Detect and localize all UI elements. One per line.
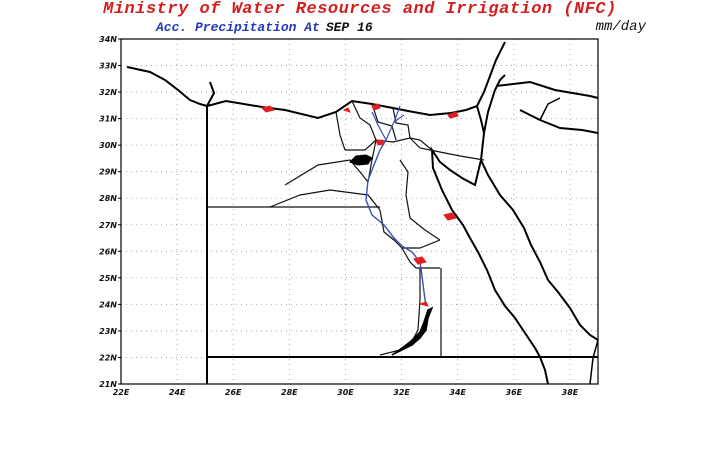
lon-label: 38E <box>562 388 579 397</box>
egypt-boundary <box>206 99 542 384</box>
lon-label: 22E <box>113 388 130 397</box>
chart-subtitle: Acc. Precipitation At SEP 16 <box>156 20 373 35</box>
lat-label: 29N <box>99 168 117 177</box>
lon-label: 24E <box>169 388 186 397</box>
lat-label: 31N <box>99 115 117 124</box>
jordan-border <box>495 80 599 99</box>
grid-lines <box>121 39 598 384</box>
units-label: mm/day <box>595 19 646 35</box>
lat-label: 22N <box>99 353 117 362</box>
lon-label: 32E <box>393 388 410 397</box>
chart-title: Ministry of Water Resources and Irrigati… <box>103 0 617 19</box>
lat-label: 27N <box>99 221 117 230</box>
saudi-inner <box>539 97 561 121</box>
date-label: SEP 16 <box>325 20 373 35</box>
lon-label: 28E <box>281 388 298 397</box>
sudan-coast <box>539 356 549 385</box>
lon-label: 30E <box>337 388 354 397</box>
lat-label: 30N <box>99 141 117 150</box>
lake-nasser <box>391 306 434 356</box>
map-frame <box>120 38 599 385</box>
lake-qarun <box>349 154 373 166</box>
nile-delta <box>371 105 405 141</box>
mediterranean-east <box>476 41 506 107</box>
lat-label: 25N <box>99 274 117 283</box>
lat-label: 28N <box>99 194 117 203</box>
red-sea-east-coast <box>480 159 599 341</box>
lat-label: 21N <box>99 380 117 389</box>
sudan-interior <box>589 339 599 385</box>
lat-label: 32N <box>99 88 117 97</box>
lat-label: 26N <box>99 247 117 256</box>
lat-label: 33N <box>99 62 117 71</box>
libya-interior <box>206 81 216 107</box>
libya-coast <box>126 66 208 107</box>
lat-label: 23N <box>99 327 117 336</box>
lon-label: 36E <box>506 388 523 397</box>
precipitation-markers <box>261 103 459 307</box>
lon-label: 34E <box>449 388 466 397</box>
axis-ticks: 34N 33N 32N 31N 30N 29N 28N 27N 26N 25N 24N 23N 22N 2… <box>99 35 579 397</box>
aqaba-coast <box>483 74 506 134</box>
lon-label: 26E <box>225 388 242 397</box>
subtitle-label: Acc. Precipitation At <box>156 20 320 35</box>
saudi-border <box>519 109 599 134</box>
lat-label: 24N <box>99 300 117 309</box>
nile-river <box>365 139 427 307</box>
lat-label: 34N <box>99 35 117 44</box>
